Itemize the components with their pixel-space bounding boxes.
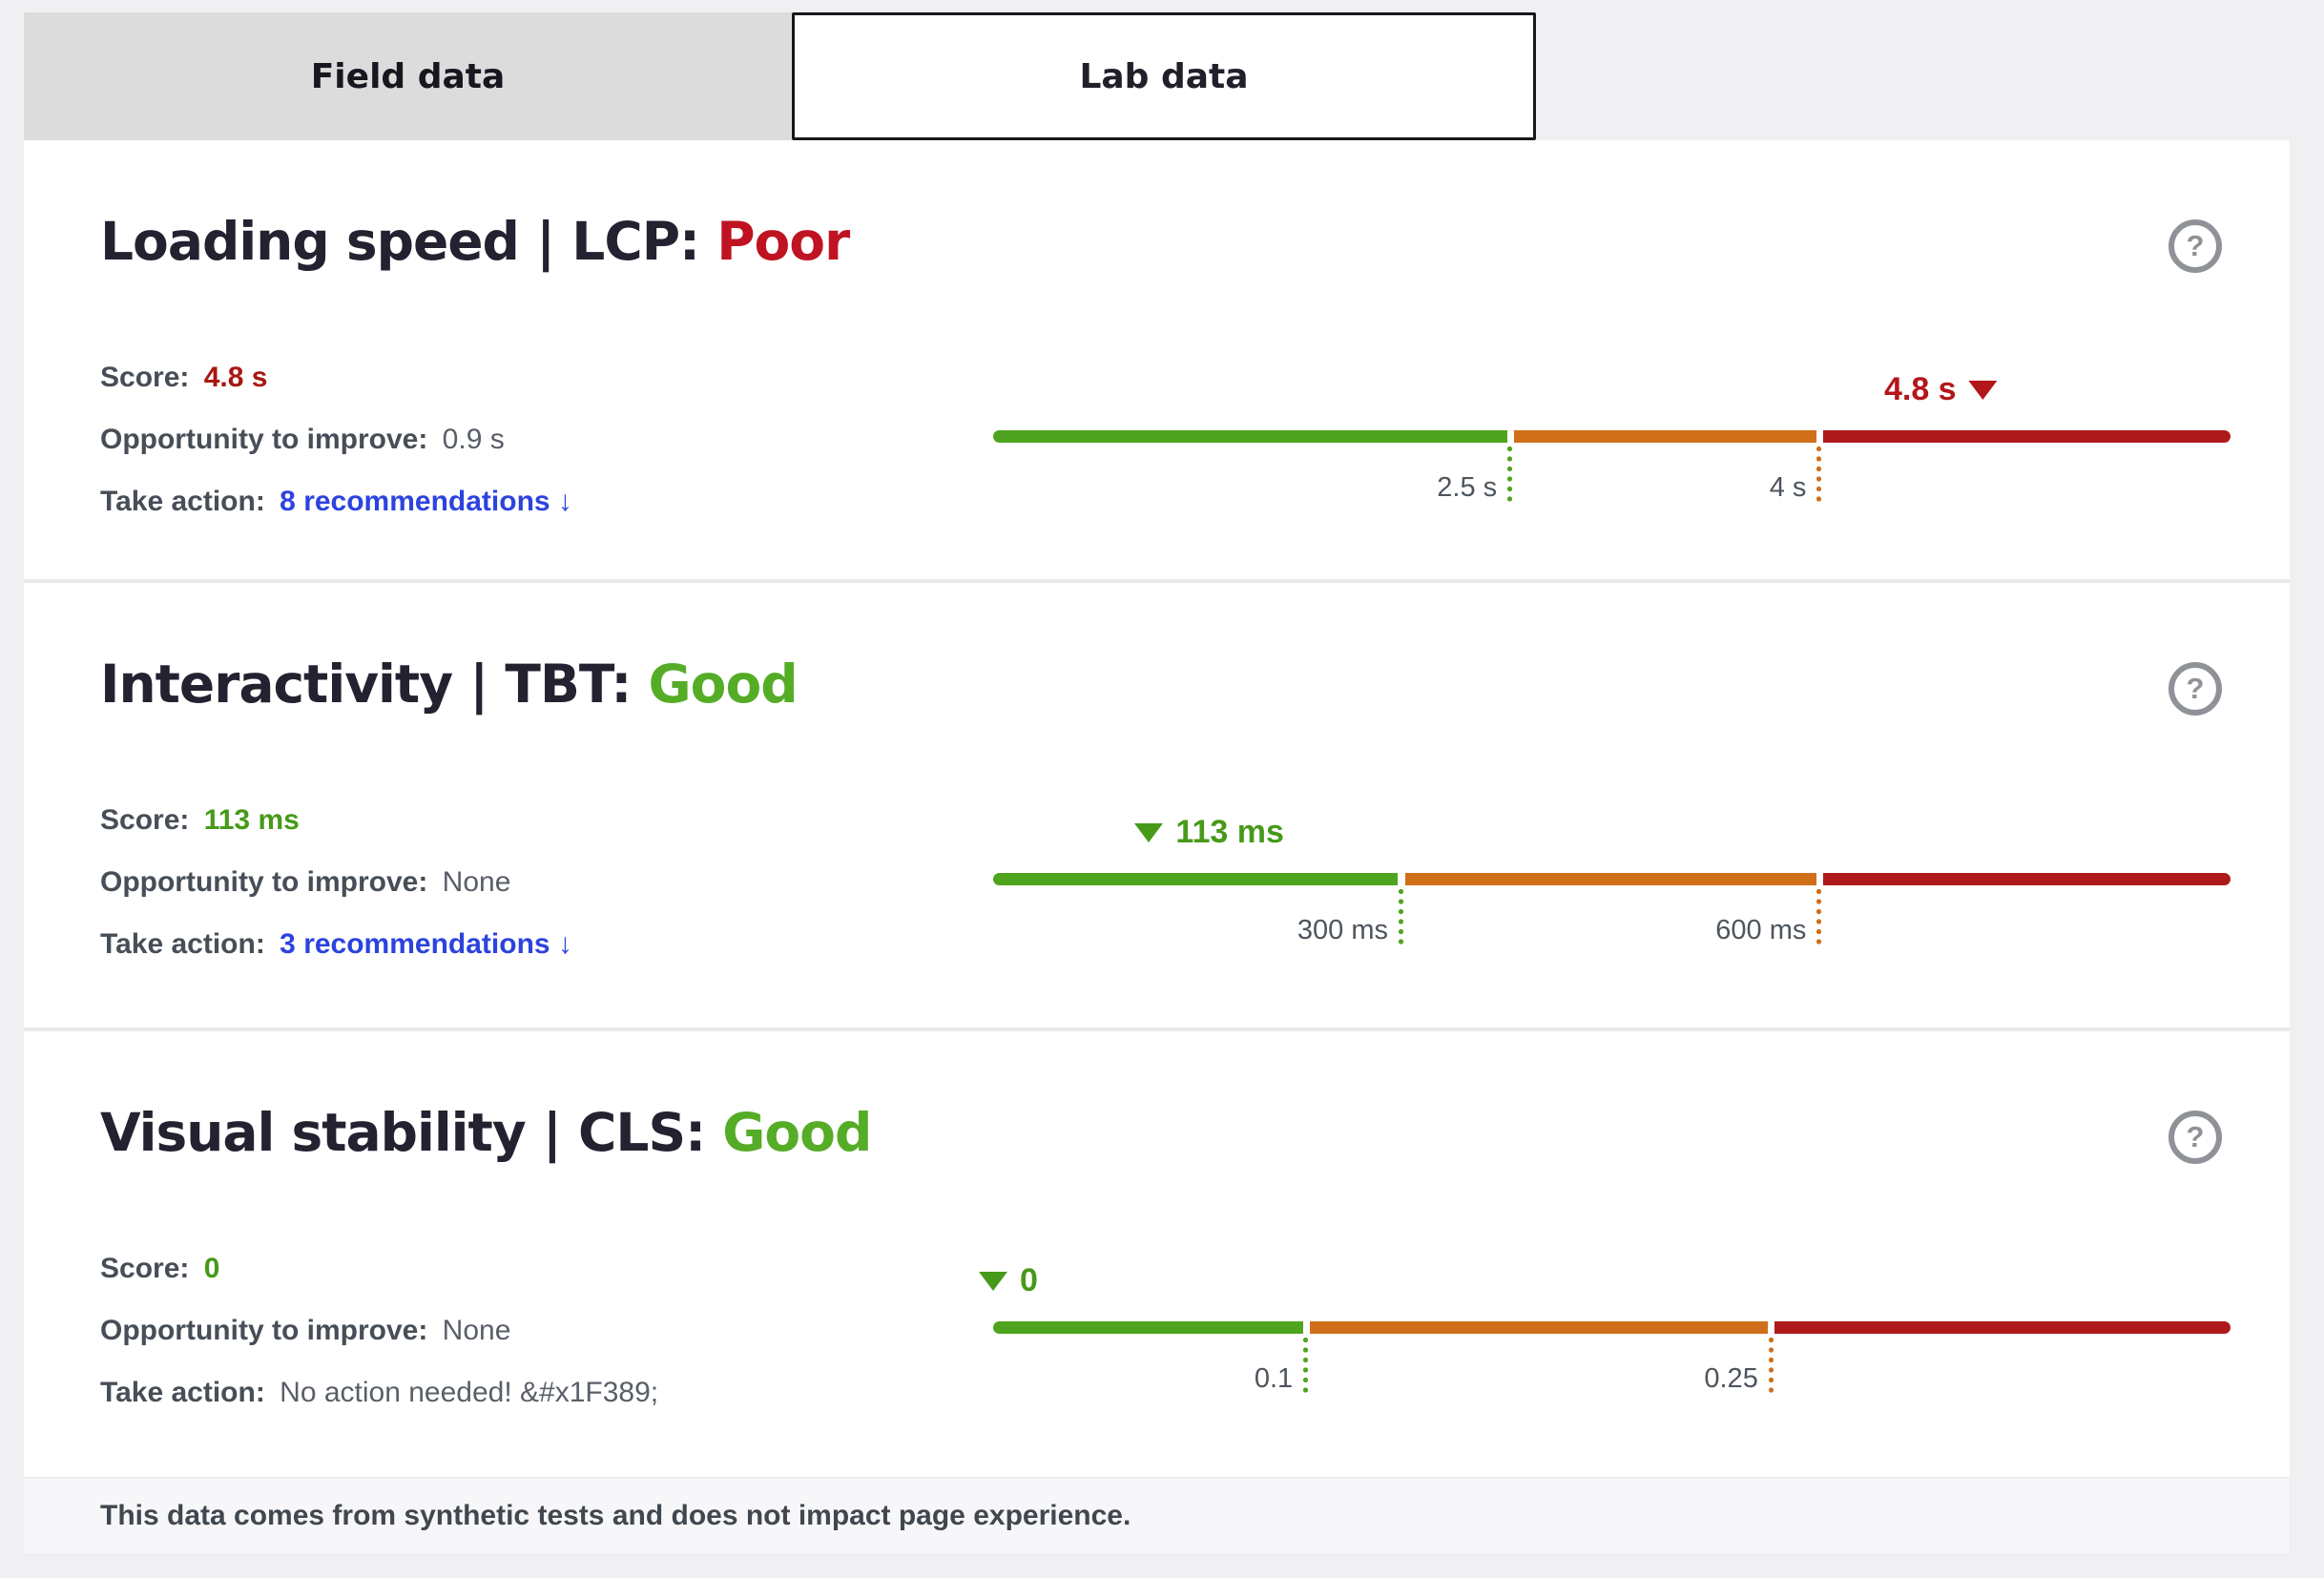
gauge-segment-needs-improvement bbox=[1404, 873, 1816, 885]
threshold-label: 0.1 bbox=[1254, 1363, 1294, 1394]
metric-title: Visual stability | CLS: bbox=[100, 1102, 706, 1163]
lab-data-panel: Loading speed | LCP: Poor ? Score: 4.8 s… bbox=[24, 140, 2290, 1553]
recommendations-link[interactable]: 8 recommendations ↓ bbox=[280, 486, 572, 517]
metric-details: Score: 113 ms Opportunity to improve: No… bbox=[100, 789, 993, 980]
gauge-track bbox=[993, 430, 2231, 443]
opportunity-line: Opportunity to improve: None bbox=[100, 1315, 511, 1346]
score-line: Score: 0 bbox=[100, 1253, 220, 1284]
recommendations-link[interactable]: 3 recommendations ↓ bbox=[280, 928, 572, 960]
no-action-text: No action needed! &#x1F389; bbox=[280, 1377, 659, 1408]
opportunity-value: None bbox=[442, 1315, 511, 1346]
score-value: 113 ms bbox=[203, 804, 300, 836]
gauge-segment-poor bbox=[1774, 1321, 2231, 1334]
threshold-label: 4 s bbox=[1769, 472, 1807, 503]
cls-gauge: 0 0.1 0.25 bbox=[979, 1237, 2231, 1428]
gauge-value-label: 0 bbox=[1020, 1262, 1038, 1298]
tab-lab-data[interactable]: Lab data bbox=[792, 12, 1536, 140]
lcp-gauge: 4.8 s 2.5 s 4 s bbox=[993, 346, 2231, 537]
threshold-label: 0.25 bbox=[1704, 1363, 1758, 1394]
threshold-label: 2.5 s bbox=[1437, 472, 1498, 503]
gauge-segment-needs-improvement bbox=[1513, 430, 1816, 443]
metric-title: Interactivity | TBT: bbox=[100, 654, 632, 715]
triangle-down-icon bbox=[1968, 380, 1998, 400]
metric-card-tbt: Interactivity | TBT: Good ? Score: 113 m… bbox=[24, 579, 2290, 1028]
metric-details: Score: 4.8 s Opportunity to improve: 0.9… bbox=[100, 346, 993, 537]
threshold-label: 300 ms bbox=[1297, 915, 1389, 945]
gauge-value-label: 113 ms bbox=[1175, 814, 1284, 850]
help-icon[interactable]: ? bbox=[2168, 219, 2222, 273]
gauge-segment-good bbox=[993, 1321, 1303, 1334]
status-badge: Poor bbox=[716, 211, 850, 272]
synthetic-data-disclaimer: This data comes from synthetic tests and… bbox=[24, 1477, 2290, 1553]
gauge-segment-poor bbox=[1823, 873, 2231, 885]
gauge-value-indicator: 0 bbox=[979, 1262, 1038, 1299]
tab-field-data[interactable]: Field data bbox=[24, 12, 792, 140]
gauge-value-indicator: 113 ms bbox=[1134, 814, 1284, 851]
gauge-segment-poor bbox=[1823, 430, 2231, 443]
opportunity-value: None bbox=[442, 866, 511, 898]
card-content: Score: 113 ms Opportunity to improve: No… bbox=[100, 789, 2231, 980]
help-icon[interactable]: ? bbox=[2168, 1111, 2222, 1164]
gauge-segment-good bbox=[993, 430, 1507, 443]
gauge-track bbox=[993, 1321, 2231, 1334]
status-badge: Good bbox=[648, 654, 799, 715]
take-action-line: Take action: 8 recommendations ↓ bbox=[100, 486, 572, 517]
metric-card-cls: Visual stability | CLS: Good ? Score: 0 … bbox=[24, 1028, 2290, 1477]
gauge-value-label: 4.8 s bbox=[1883, 371, 1957, 407]
tab-bar: Field data Lab data bbox=[24, 12, 1536, 140]
triangle-down-icon bbox=[1134, 822, 1164, 842]
score-value: 4.8 s bbox=[203, 362, 268, 393]
gauge-track bbox=[993, 873, 2231, 885]
metric-card-lcp: Loading speed | LCP: Poor ? Score: 4.8 s… bbox=[24, 140, 2290, 579]
tbt-gauge: 113 ms 300 ms 600 ms bbox=[993, 789, 2231, 980]
status-badge: Good bbox=[722, 1102, 872, 1163]
take-action-line: Take action: No action needed! &#x1F389; bbox=[100, 1377, 659, 1408]
gauge-segment-good bbox=[993, 873, 1399, 885]
card-content: Score: 4.8 s Opportunity to improve: 0.9… bbox=[100, 346, 2231, 537]
threshold-marker-line bbox=[1303, 1337, 1309, 1396]
card-title: Visual stability | CLS: Good bbox=[100, 1031, 2231, 1163]
threshold-marker-line bbox=[1816, 446, 1822, 505]
metric-details: Score: 0 Opportunity to improve: None Ta… bbox=[100, 1237, 993, 1428]
threshold-marker-line bbox=[1507, 446, 1513, 505]
score-line: Score: 113 ms bbox=[100, 804, 300, 836]
triangle-down-icon bbox=[979, 1271, 1007, 1291]
card-content: Score: 0 Opportunity to improve: None Ta… bbox=[100, 1237, 2231, 1428]
threshold-marker-line bbox=[1399, 888, 1403, 947]
help-icon[interactable]: ? bbox=[2168, 662, 2222, 716]
threshold-label: 600 ms bbox=[1715, 915, 1807, 945]
card-title: Loading speed | LCP: Poor bbox=[100, 140, 2231, 272]
metric-title: Loading speed | LCP: bbox=[100, 211, 700, 272]
threshold-marker-line bbox=[1768, 1337, 1774, 1396]
opportunity-line: Opportunity to improve: 0.9 s bbox=[100, 424, 505, 455]
score-line: Score: 4.8 s bbox=[100, 362, 268, 393]
score-value: 0 bbox=[203, 1253, 220, 1284]
card-title: Interactivity | TBT: Good bbox=[100, 583, 2231, 715]
gauge-value-indicator: 4.8 s bbox=[1884, 371, 1998, 408]
opportunity-line: Opportunity to improve: None bbox=[100, 866, 511, 898]
take-action-line: Take action: 3 recommendations ↓ bbox=[100, 928, 572, 960]
threshold-marker-line bbox=[1816, 888, 1822, 947]
opportunity-value: 0.9 s bbox=[442, 424, 505, 455]
gauge-segment-needs-improvement bbox=[1309, 1321, 1769, 1334]
